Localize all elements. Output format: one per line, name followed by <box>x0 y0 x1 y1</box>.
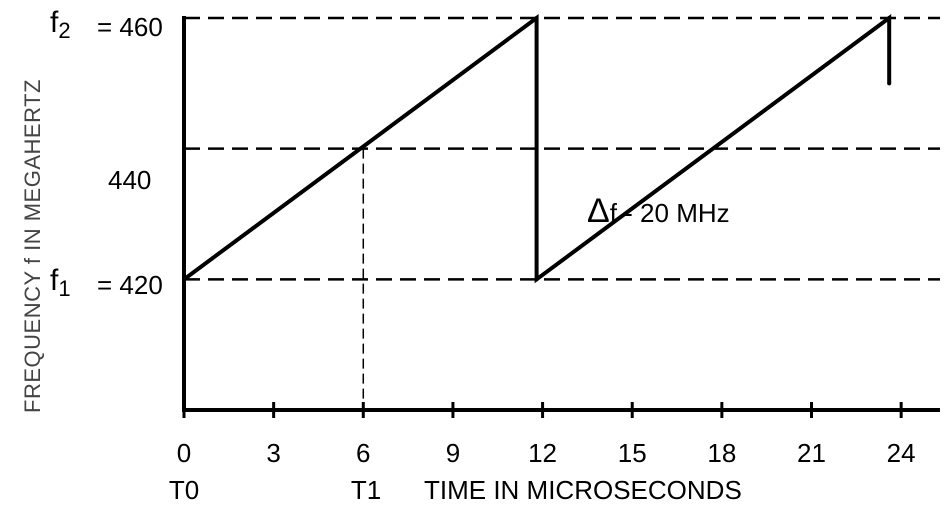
x-axis-title: TIME IN MICROSECONDS <box>424 475 742 505</box>
f2-label: f2 <box>50 6 71 42</box>
x-tick-label-15: 15 <box>617 438 647 468</box>
x-tick-label-24: 24 <box>886 438 916 468</box>
x-tick-label-12: 12 <box>528 438 558 468</box>
x-tick-label-6: 6 <box>356 438 371 468</box>
x-tick-label-9: 9 <box>445 438 461 468</box>
axes <box>182 16 940 412</box>
f1-subscript: 1 <box>58 276 71 301</box>
y-axis-title: FREQUENCY f IN MEGAHERTZ <box>20 79 45 413</box>
f2-value-label: = 460 <box>97 12 163 42</box>
series-point-0-1 <box>534 16 539 20</box>
series-point-0-2 <box>534 277 539 282</box>
f2-symbol: f <box>50 6 59 39</box>
x-tick-label-0: 0 <box>176 438 192 468</box>
frequency-series <box>182 14 892 284</box>
delta-text: f - 20 MHz <box>609 198 730 228</box>
f1-label: f1 <box>50 264 71 300</box>
reference-lines <box>184 16 940 410</box>
t0-marker-label: T0 <box>168 475 200 505</box>
t1-marker-label: T1 <box>350 475 382 505</box>
x-tick-label-3: 3 <box>266 438 281 468</box>
delta-f-annotation: Δf - 20 MHz <box>587 194 730 228</box>
x-tick-label-21: 21 <box>797 438 826 468</box>
delta-symbol: Δ <box>587 192 610 230</box>
series-point-0-0 <box>182 277 186 282</box>
y-label-440: 440 <box>108 165 152 195</box>
x-tick-label-18: 18 <box>707 438 737 468</box>
f1-value-label: = 420 <box>97 270 163 300</box>
x-ticks <box>182 402 903 418</box>
f2-subscript: 2 <box>58 18 71 43</box>
f1-symbol: f <box>50 264 59 297</box>
series-point-0-3 <box>887 16 892 20</box>
series-point-0-4 <box>887 81 892 86</box>
